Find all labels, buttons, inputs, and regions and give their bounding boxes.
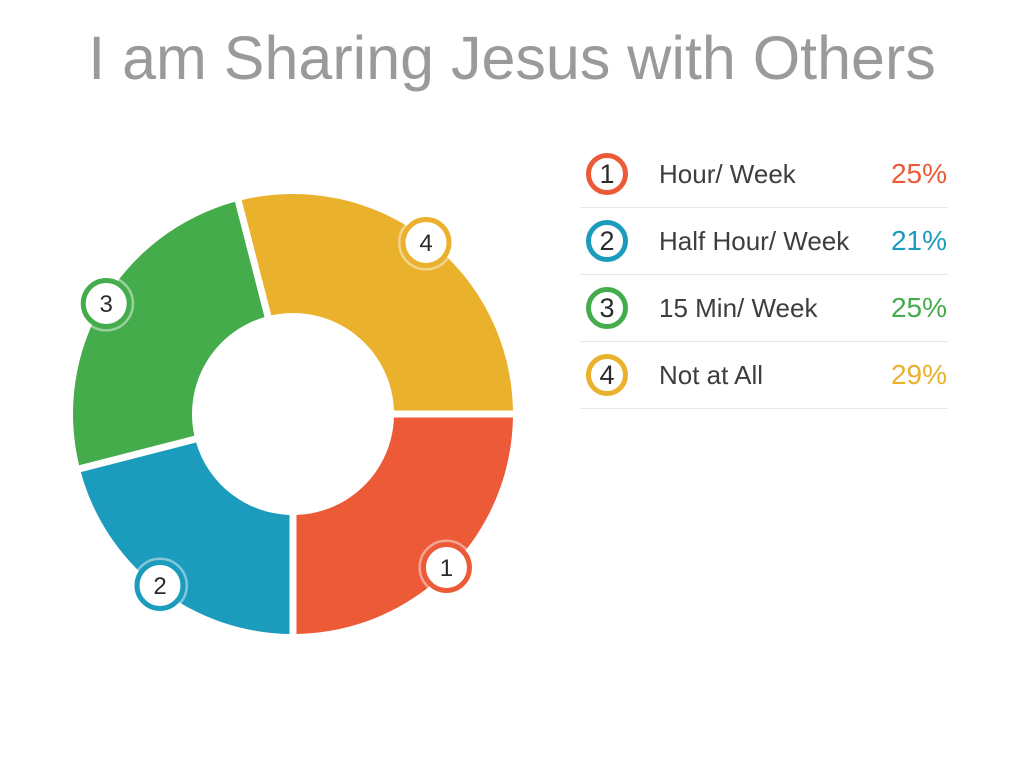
legend-percent: 25% <box>890 292 947 323</box>
legend-number-badge: 2 <box>586 220 628 262</box>
legend-number: 4 <box>599 359 615 390</box>
legend-label: Hour/ Week <box>659 158 796 189</box>
donut-segment-1 <box>296 417 513 634</box>
donut-segment-2 <box>80 442 290 634</box>
legend-label: Not at All <box>659 359 764 390</box>
marker-halo <box>131 557 188 614</box>
legend-row: 3 15 Min/ Week 25% <box>580 275 948 342</box>
marker-badge-4 <box>400 217 452 269</box>
legend-percent: 29% <box>890 359 947 390</box>
legend-percent: 21% <box>890 225 947 256</box>
legend-row: 1 Hour/ Week 25% <box>580 141 948 208</box>
legend-number: 3 <box>599 292 615 323</box>
marker-number: 1 <box>440 555 453 582</box>
chart-legend: 1 Hour/ Week 25% 2 Half Hour/ Week 21% 3… <box>580 141 948 409</box>
legend-percent: 25% <box>890 158 947 189</box>
marker-number: 2 <box>153 573 166 600</box>
marker-number: 4 <box>419 230 432 257</box>
legend-label: Half Hour/ Week <box>659 225 850 256</box>
donut-segment-3 <box>73 201 265 466</box>
legend-row: 4 Not at All 29% <box>580 342 948 409</box>
donut-segment-4 <box>241 194 513 411</box>
marker-number: 3 <box>100 291 113 318</box>
marker-halo <box>78 275 135 332</box>
marker-badge-2 <box>134 559 186 611</box>
legend-label: 15 Min/ Week <box>659 292 818 323</box>
marker-badge-1 <box>420 541 472 593</box>
legend-number-badge: 1 <box>586 153 628 195</box>
marker-badge-3 <box>80 278 132 330</box>
legend-number: 1 <box>599 158 615 189</box>
legend-number-badge: 4 <box>586 354 628 396</box>
legend-row: 2 Half Hour/ Week 21% <box>580 208 948 275</box>
legend-number-badge: 3 <box>586 287 628 329</box>
marker-halo <box>398 214 455 271</box>
slide-title: I am Sharing Jesus with Others <box>88 24 936 92</box>
marker-halo <box>418 539 475 596</box>
legend-number: 2 <box>599 225 615 256</box>
